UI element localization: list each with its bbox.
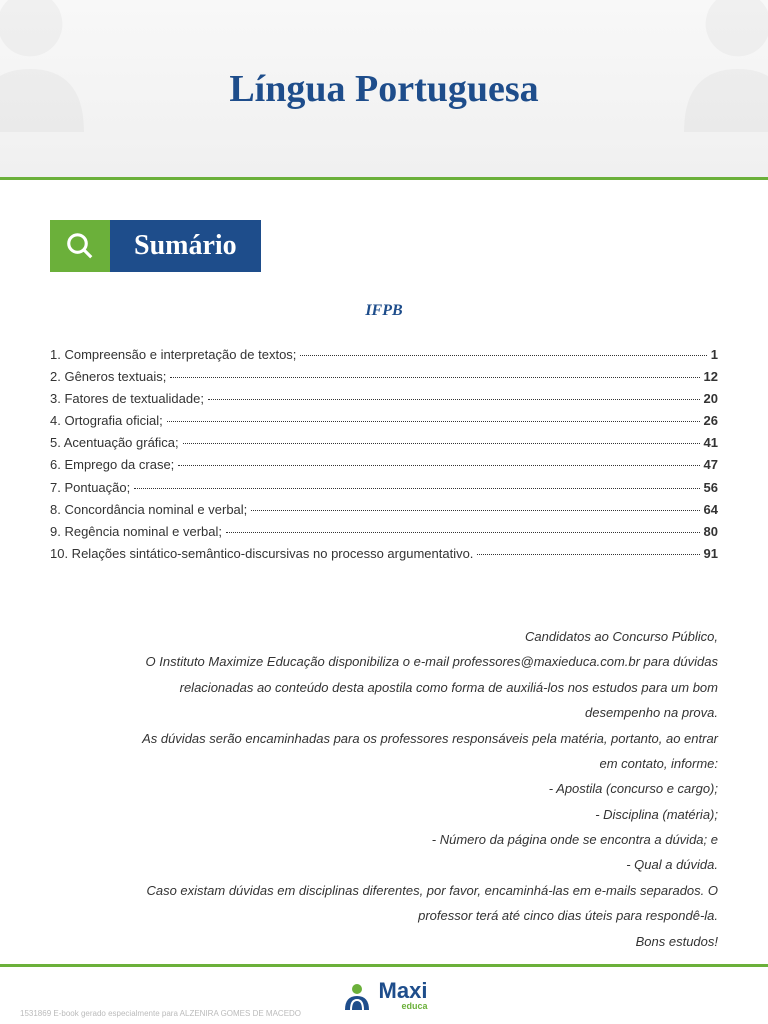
toc-label: 1. Compreensão e interpretação de textos…	[50, 344, 296, 366]
toc-label: 2. Gêneros textuais;	[50, 366, 166, 388]
info-line: Caso existam dúvidas em disciplinas dife…	[50, 879, 718, 902]
toc-page: 12	[704, 366, 718, 388]
toc-page: 47	[704, 454, 718, 476]
toc-dots	[178, 465, 699, 466]
content-area: Sumário IFPB 1. Compreensão e interpreta…	[0, 180, 768, 975]
watermark-left	[0, 0, 120, 192]
toc-dots	[167, 421, 700, 422]
sumario-heading: Sumário	[50, 220, 718, 272]
toc-label: 9. Regência nominal e verbal;	[50, 521, 222, 543]
toc-dots	[134, 488, 699, 489]
info-line: As dúvidas serão encaminhadas para os pr…	[50, 727, 718, 750]
toc-page: 26	[704, 410, 718, 432]
info-line: - Apostila (concurso e cargo);	[50, 777, 718, 800]
info-line: professor terá até cinco dias úteis para…	[50, 904, 718, 927]
toc-dots	[226, 532, 700, 533]
toc-row: 5. Acentuação gráfica; 41	[50, 432, 718, 454]
footer-logo-text: Maxi educa	[379, 980, 428, 1011]
toc-dots	[183, 443, 700, 444]
toc-row: 3. Fatores de textualidade; 20	[50, 388, 718, 410]
info-line: - Qual a dúvida.	[50, 853, 718, 876]
toc-row: 10. Relações sintático-semântico-discurs…	[50, 543, 718, 565]
page-title: Língua Portuguesa	[229, 67, 538, 111]
toc-page: 41	[704, 432, 718, 454]
toc-page: 1	[711, 344, 718, 366]
info-line: desempenho na prova.	[50, 701, 718, 724]
toc-page: 80	[704, 521, 718, 543]
footer-logo: Maxi educa	[341, 980, 428, 1012]
toc-page: 56	[704, 477, 718, 499]
toc-label: 8. Concordância nominal e verbal;	[50, 499, 247, 521]
toc-row: 2. Gêneros textuais; 12	[50, 366, 718, 388]
footer-sub: educa	[379, 1002, 428, 1011]
footer-brand: Maxi	[379, 980, 428, 1002]
toc-label: 6. Emprego da crase;	[50, 454, 174, 476]
magnifier-icon	[50, 220, 110, 272]
toc-page: 20	[704, 388, 718, 410]
info-line: O Instituto Maximize Educação disponibil…	[50, 650, 718, 673]
header: Língua Portuguesa	[0, 0, 768, 180]
toc-dots	[251, 510, 699, 511]
toc-row: 7. Pontuação; 56	[50, 477, 718, 499]
info-line: Candidatos ao Concurso Público,	[50, 625, 718, 648]
toc-row: 1. Compreensão e interpretação de textos…	[50, 344, 718, 366]
watermark-right	[648, 0, 768, 192]
toc-page: 64	[704, 499, 718, 521]
subtitle: IFPB	[50, 302, 718, 320]
toc-label: 7. Pontuação;	[50, 477, 130, 499]
table-of-contents: 1. Compreensão e interpretação de textos…	[50, 344, 718, 565]
info-line: - Número da página onde se encontra a dú…	[50, 828, 718, 851]
footer-note: 1531869 E-book gerado especialmente para…	[20, 1009, 301, 1018]
toc-label: 10. Relações sintático-semântico-discurs…	[50, 543, 473, 565]
toc-row: 4. Ortografia oficial; 26	[50, 410, 718, 432]
toc-page: 91	[704, 543, 718, 565]
toc-row: 9. Regência nominal e verbal; 80	[50, 521, 718, 543]
toc-dots	[477, 554, 699, 555]
info-line: relacionadas ao conteúdo desta apostila …	[50, 676, 718, 699]
toc-dots	[170, 377, 699, 378]
toc-row: 6. Emprego da crase; 47	[50, 454, 718, 476]
toc-label: 4. Ortografia oficial;	[50, 410, 163, 432]
toc-label: 3. Fatores de textualidade;	[50, 388, 204, 410]
info-line: - Disciplina (matéria);	[50, 803, 718, 826]
info-text: Candidatos ao Concurso Público,O Institu…	[50, 625, 718, 953]
info-line: em contato, informe:	[50, 752, 718, 775]
toc-label: 5. Acentuação gráfica;	[50, 432, 179, 454]
logo-icon	[341, 980, 373, 1012]
footer: 1531869 E-book gerado especialmente para…	[0, 964, 768, 1024]
toc-dots	[300, 355, 706, 356]
toc-row: 8. Concordância nominal e verbal; 64	[50, 499, 718, 521]
info-line: Bons estudos!	[50, 930, 718, 953]
sumario-label: Sumário	[110, 220, 261, 272]
toc-dots	[208, 399, 700, 400]
